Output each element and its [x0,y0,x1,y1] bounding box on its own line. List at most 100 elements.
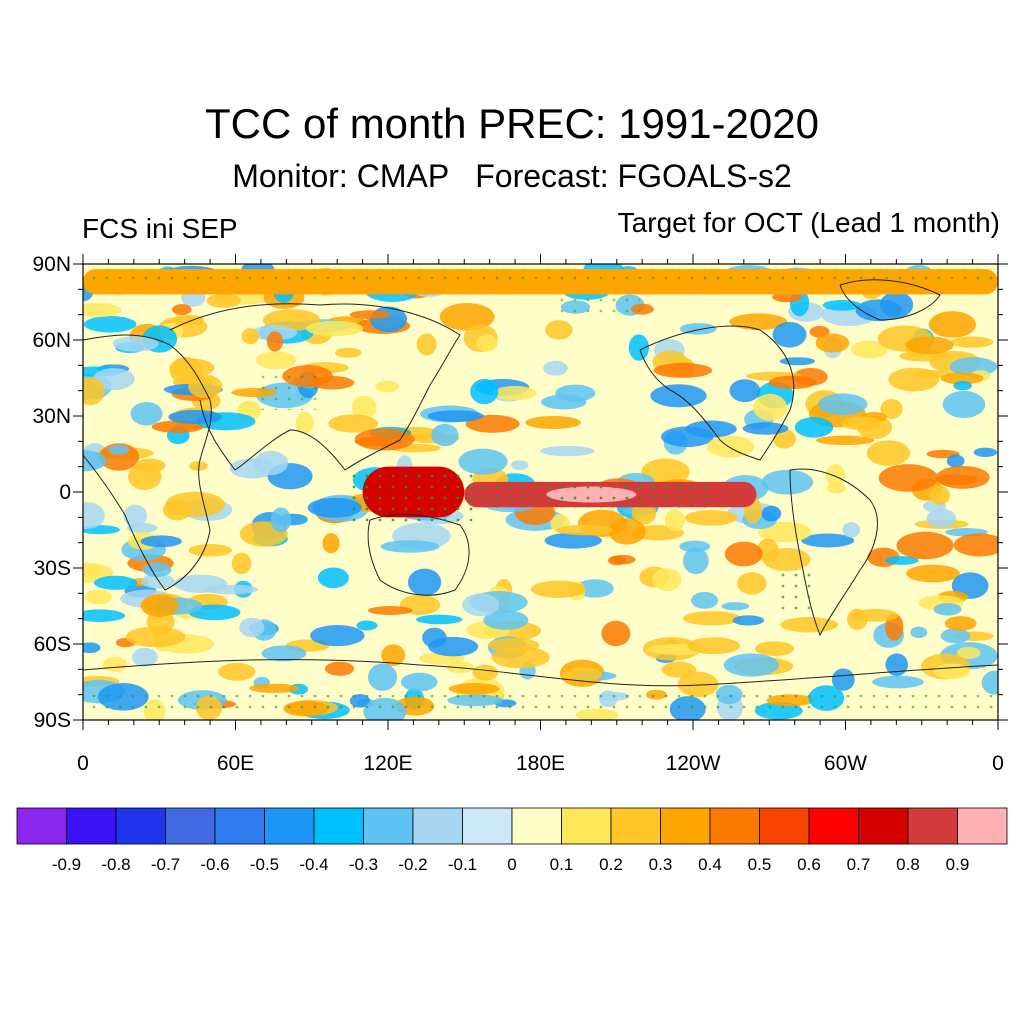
field-patch [758,521,812,543]
field-patch [446,661,475,674]
field-patch [935,465,990,489]
colorbar-label: -0.3 [349,855,378,874]
colorbar-swatch [165,807,216,845]
field-patch [415,614,463,625]
colorbar-swatch [313,807,364,845]
colorbar-label: 0.4 [698,855,722,874]
field-patch [543,360,568,376]
field-patch [933,603,962,616]
field-patch [822,299,862,311]
field-patch [940,628,971,644]
field-patch [407,568,442,596]
field-patch [866,440,911,466]
colorbar-label: 0.6 [797,855,821,874]
field-patch [772,292,802,303]
colorbar-label: -0.6 [200,855,229,874]
field-patch [492,385,537,401]
field-patch [172,304,192,316]
map-title: TCC of month PREC: 1991-2020 [205,100,819,147]
field-patch [608,518,646,545]
field-patch [761,505,782,522]
field-patch [427,410,484,422]
lon-label: 0 [77,752,89,775]
colorbar-swatch [561,807,612,845]
field-patch [141,573,175,589]
field-patch [142,562,172,578]
field-patch [826,483,846,494]
field-patch [872,675,924,689]
field-patch [458,448,508,475]
lon-label: 60E [217,752,254,775]
colorbar-label: -0.5 [250,855,279,874]
field-patch [266,331,284,352]
colorbar-swatch [957,807,1008,845]
field-patch [729,379,761,403]
colorbar-swatch [858,807,909,845]
colorbar-swatch [808,807,859,845]
field-patch [610,554,636,565]
field-patch [367,663,398,691]
field-patch [926,508,957,529]
field-patch [650,384,707,408]
colorbar-swatch [709,807,760,845]
field-patch [349,310,391,320]
colorbar-label: 0.8 [896,855,920,874]
field-patch [544,532,602,549]
significance-markers [83,268,998,713]
field-patch [249,683,300,693]
field-patch [416,333,437,356]
field-patch [815,333,850,353]
field-patch [510,460,529,471]
field-patch [851,608,899,622]
field-patch [140,535,182,548]
field-patch [381,644,406,667]
field-patch [801,533,855,548]
field-patch [754,641,795,656]
field-patch [679,540,711,553]
field-patch [562,667,603,683]
field-patch [470,378,499,405]
field-patch [933,663,970,680]
colorbar-swatch [16,807,67,845]
field-patch [123,504,148,528]
field-patch [729,313,788,330]
field-patch [831,668,855,691]
lat-label: 60S [34,633,71,656]
field-patch [102,656,128,673]
field-patch [431,423,459,447]
field-patch [525,415,581,430]
field-patch [112,336,159,352]
field-patch [664,509,685,532]
field-patch [462,593,500,617]
field-patch [400,672,438,692]
field-patch [140,594,179,618]
field-patch [328,414,379,433]
field-patch [84,589,112,605]
field-patch [254,450,289,476]
field-patch [483,610,529,630]
field-patch [652,568,682,592]
field-patch [556,524,614,536]
field-patch [661,426,714,448]
field-patch [768,375,817,390]
field-patch [476,334,498,352]
field-patch [324,661,355,676]
field-patch [83,564,104,577]
field-patch [896,531,954,560]
field-patch [761,469,814,495]
field-patch [439,302,495,331]
field-patch [953,533,998,557]
field-patch [825,463,846,487]
lon-label: 120E [363,752,412,775]
field-patch [491,646,550,669]
field-patch [940,372,984,385]
colorbar-label: 0.7 [847,855,871,874]
colorbar-label: 0.5 [748,855,772,874]
field-patch [92,368,135,391]
coastlines [83,279,998,687]
field-patch [910,626,928,639]
lat-label: 90N [32,253,71,276]
colorbar-swatch [363,807,414,845]
field-patch [530,580,586,598]
axis-ticks [73,254,1008,730]
